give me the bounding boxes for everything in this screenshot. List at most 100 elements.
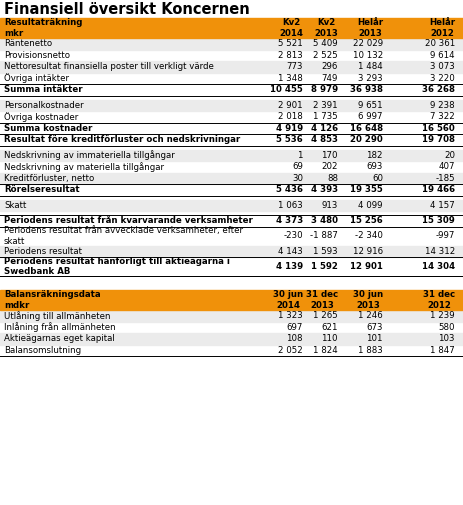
Text: 2 052: 2 052 (278, 346, 303, 355)
Text: 101: 101 (367, 334, 383, 343)
Text: 580: 580 (438, 323, 455, 332)
Text: 4 393: 4 393 (311, 185, 338, 194)
Text: 3 480: 3 480 (311, 216, 338, 225)
Text: Inlåning från allmänheten: Inlåning från allmänheten (4, 322, 116, 332)
Text: 19 708: 19 708 (422, 135, 455, 144)
Text: 9 614: 9 614 (431, 50, 455, 60)
Text: 88: 88 (327, 174, 338, 183)
Text: 2 391: 2 391 (313, 101, 338, 110)
Text: 621: 621 (321, 323, 338, 332)
Text: 5 436: 5 436 (276, 185, 303, 194)
Text: 6 997: 6 997 (358, 112, 383, 121)
Text: 31 dec
2013: 31 dec 2013 (306, 290, 338, 310)
Text: 5 521: 5 521 (278, 39, 303, 48)
Text: 16 648: 16 648 (350, 124, 383, 133)
Text: 4 139: 4 139 (276, 262, 303, 271)
Text: Balansräkningsdata
mdkr: Balansräkningsdata mdkr (4, 290, 100, 310)
Text: 36 938: 36 938 (350, 85, 383, 94)
Text: 2 813: 2 813 (278, 50, 303, 60)
Text: 12 901: 12 901 (350, 262, 383, 271)
Text: -1 887: -1 887 (310, 231, 338, 240)
Text: Resultaträkning
mkr: Resultaträkning mkr (4, 19, 82, 37)
Text: 4 919: 4 919 (276, 124, 303, 133)
Text: Summa intäkter: Summa intäkter (4, 85, 82, 94)
Text: 5 536: 5 536 (276, 135, 303, 144)
Text: Summa kostnader: Summa kostnader (4, 124, 93, 133)
Text: 2 018: 2 018 (278, 112, 303, 121)
Text: 4 099: 4 099 (358, 201, 383, 210)
Text: Personalkostnader: Personalkostnader (4, 101, 84, 110)
Text: Nedskrivning av immateriella tillgångar: Nedskrivning av immateriella tillgångar (4, 150, 175, 160)
Text: Nedskrivning av materiella tillgångar: Nedskrivning av materiella tillgångar (4, 162, 164, 172)
Text: 1 883: 1 883 (358, 346, 383, 355)
Text: 1 323: 1 323 (278, 311, 303, 320)
Text: 296: 296 (322, 62, 338, 71)
Text: 4 853: 4 853 (311, 135, 338, 144)
Text: 4 373: 4 373 (276, 216, 303, 225)
Text: 20 361: 20 361 (425, 39, 455, 48)
Text: 3 293: 3 293 (358, 74, 383, 83)
Text: 5 409: 5 409 (313, 39, 338, 48)
Text: Helår
2012: Helår 2012 (429, 19, 455, 37)
Text: -230: -230 (283, 231, 303, 240)
Bar (0, 99, 463, 111)
Text: 31 dec
2012: 31 dec 2012 (423, 290, 455, 310)
Text: 19 355: 19 355 (350, 185, 383, 194)
Text: 182: 182 (367, 151, 383, 160)
Text: 913: 913 (322, 201, 338, 210)
Text: Kreditförluster, netto: Kreditförluster, netto (4, 174, 94, 183)
Text: 1 348: 1 348 (278, 74, 303, 83)
Text: 20 290: 20 290 (350, 135, 383, 144)
Text: 1 063: 1 063 (278, 201, 303, 210)
Text: 4 157: 4 157 (430, 201, 455, 210)
Text: Övriga intäkter: Övriga intäkter (4, 73, 69, 83)
Text: 10 455: 10 455 (270, 85, 303, 94)
Text: 673: 673 (367, 323, 383, 332)
Text: Periodens resultat från kvarvarande verksamheter: Periodens resultat från kvarvarande verk… (4, 216, 253, 225)
Text: Finansiell översikt Koncernen: Finansiell översikt Koncernen (4, 2, 250, 17)
Text: 10 132: 10 132 (353, 50, 383, 60)
Text: -185: -185 (435, 174, 455, 183)
Bar (0, 290, 463, 310)
Text: 108: 108 (287, 334, 303, 343)
Text: 16 560: 16 560 (422, 124, 455, 133)
Text: 697: 697 (287, 323, 303, 332)
Text: 1 246: 1 246 (358, 311, 383, 320)
Bar (0, 310, 463, 322)
Text: -2 340: -2 340 (355, 231, 383, 240)
Text: 60: 60 (372, 174, 383, 183)
Text: 8 979: 8 979 (311, 85, 338, 94)
Text: 7 322: 7 322 (430, 112, 455, 121)
Text: 14 312: 14 312 (425, 247, 455, 256)
Text: 1 824: 1 824 (313, 346, 338, 355)
Text: Rörelseresultat: Rörelseresultat (4, 185, 80, 194)
Text: Resultat före kreditförluster och nedskrivningar: Resultat före kreditförluster och nedskr… (4, 135, 240, 144)
Text: Provisionsnetto: Provisionsnetto (4, 50, 70, 60)
Text: 19 466: 19 466 (422, 185, 455, 194)
Text: Räntenetto: Räntenetto (4, 39, 52, 48)
Text: 1 592: 1 592 (311, 262, 338, 271)
Text: Nettoresultat finansiella poster till verkligt värde: Nettoresultat finansiella poster till ve… (4, 62, 214, 71)
Bar (0, 149, 463, 161)
Text: 407: 407 (438, 162, 455, 171)
Text: 3 220: 3 220 (430, 74, 455, 83)
Text: Övriga kostnader: Övriga kostnader (4, 112, 78, 122)
Text: 2 525: 2 525 (313, 50, 338, 60)
Text: Kv2
2013: Kv2 2013 (314, 19, 338, 37)
Text: Utlåning till allmänheten: Utlåning till allmänheten (4, 311, 111, 321)
Bar (0, 61, 463, 73)
Text: 773: 773 (287, 62, 303, 71)
Text: 4 143: 4 143 (278, 247, 303, 256)
Bar (0, 245, 463, 257)
Text: 3 073: 3 073 (430, 62, 455, 71)
Text: Helår
2013: Helår 2013 (357, 19, 383, 37)
Text: 9 238: 9 238 (431, 101, 455, 110)
Text: 1 593: 1 593 (313, 247, 338, 256)
Text: 2 901: 2 901 (278, 101, 303, 110)
Text: 30 jun
2014: 30 jun 2014 (273, 290, 303, 310)
Text: 170: 170 (321, 151, 338, 160)
Bar (0, 199, 463, 211)
Text: 1 735: 1 735 (313, 112, 338, 121)
Text: 1 847: 1 847 (430, 346, 455, 355)
Text: 1 484: 1 484 (358, 62, 383, 71)
